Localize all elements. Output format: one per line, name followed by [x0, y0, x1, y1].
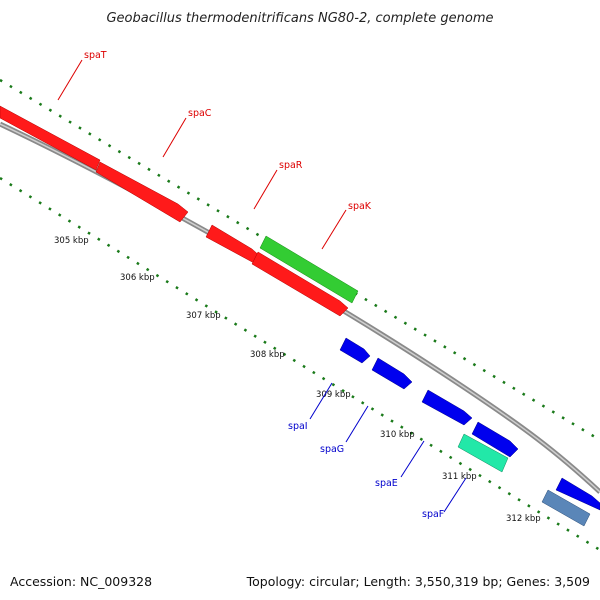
kbp-label: 308 kbp: [250, 350, 285, 360]
gene-label-spaG: spaG: [320, 444, 344, 455]
kbp-label: 306 kbp: [120, 273, 155, 283]
gene-spaK[interactable]: [259, 235, 359, 304]
accession-text: Accession: NC_009328: [10, 574, 152, 589]
gene-spaG[interactable]: [371, 357, 413, 390]
kbp-label: 311 kbp: [442, 472, 477, 482]
gene-spaC[interactable]: [95, 161, 189, 223]
gene-spaI[interactable]: [339, 337, 371, 364]
gene-label-spaR: spaR: [279, 160, 303, 171]
gene-steel[interactable]: [541, 489, 591, 527]
gene-label-spaI: spaI: [288, 421, 308, 432]
leader-line: [253, 169, 278, 210]
gene-label-spaK: spaK: [348, 201, 372, 212]
genome-title: Geobacillus thermodenitrificans NG80-2, …: [106, 11, 493, 26]
leader-line: [400, 440, 425, 478]
gene-label-spaT: spaT: [84, 50, 107, 61]
genome-backbone: [0, 121, 600, 494]
gene-right-blue[interactable]: [555, 477, 600, 511]
genome-backbone-highlight: [0, 123, 600, 493]
leader-line: [321, 209, 347, 250]
kbp-labels: 305 kbp 306 kbp 307 kbp 308 kbp 309 kbp …: [54, 236, 541, 524]
gene-cyan[interactable]: [457, 433, 509, 473]
leader-line: [345, 405, 369, 443]
gene-label-spaE: spaE: [375, 478, 398, 489]
gene-label-spaF: spaF: [422, 509, 444, 520]
kbp-label: 309 kbp: [316, 390, 351, 400]
leader-line: [57, 59, 83, 101]
leader-line: [443, 477, 467, 513]
leader-line: [162, 117, 187, 158]
outer-tick-track: [0, 78, 600, 442]
gene-spaF[interactable]: [471, 421, 519, 458]
gene-label-spaC: spaC: [188, 108, 212, 119]
kbp-label: 307 kbp: [186, 311, 221, 321]
forward-gene-labels: spaT spaC spaR spaK: [57, 50, 372, 250]
gene-spaR[interactable]: [205, 224, 263, 264]
inner-tick-track: [0, 176, 600, 552]
forward-genes: [0, 105, 359, 317]
gene-spaE[interactable]: [421, 389, 473, 426]
kbp-label: 305 kbp: [54, 236, 89, 246]
topology-text: Topology: circular; Length: 3,550,319 bp…: [246, 574, 590, 589]
gene-spaT[interactable]: [0, 105, 101, 171]
gene-spaR-b[interactable]: [251, 251, 349, 317]
reverse-gene-labels: spaI spaG spaE spaF: [288, 382, 467, 520]
leader-line: [309, 382, 333, 420]
reverse-genes: [339, 337, 600, 527]
kbp-label: 310 kbp: [380, 430, 415, 440]
kbp-label: 312 kbp: [506, 514, 541, 524]
